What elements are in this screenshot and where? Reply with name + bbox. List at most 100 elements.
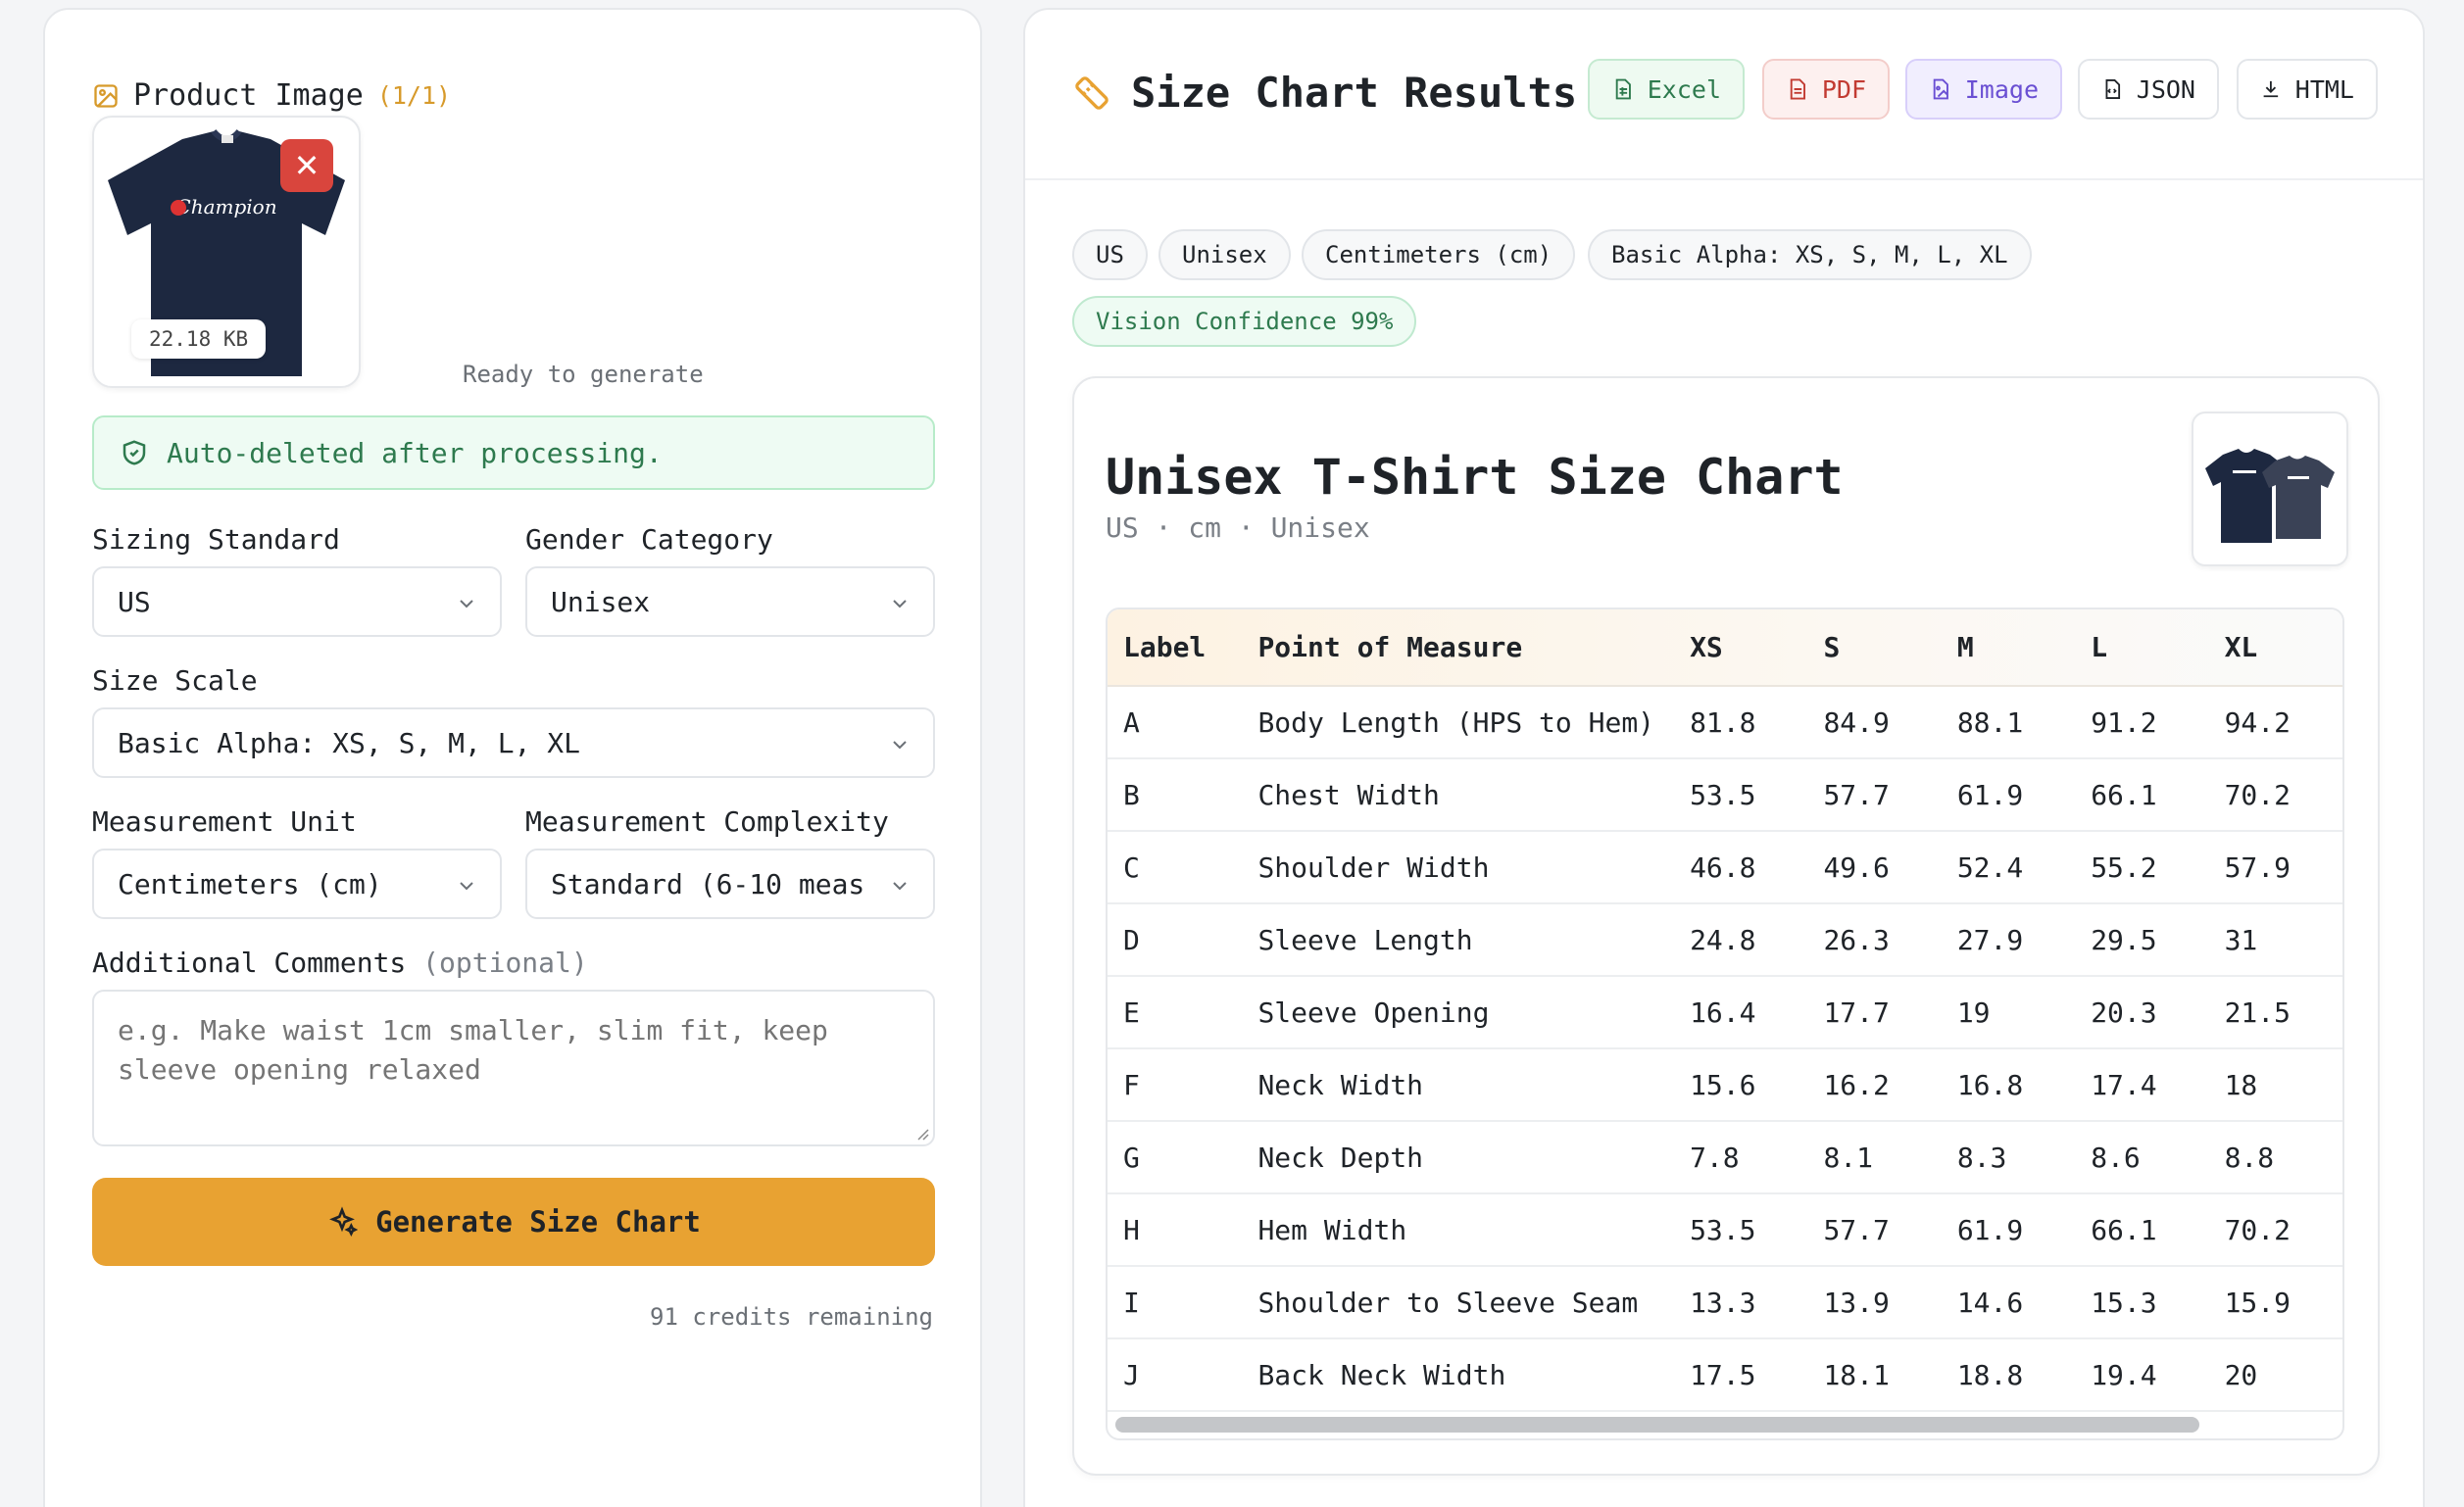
results-header: Size Chart Results Excel PDF Image JSON … (1025, 10, 2423, 180)
remove-image-button[interactable]: ✕ (280, 139, 333, 192)
cell-measurement: 13.9 (1807, 1266, 1942, 1339)
cell-measurement: 8.1 (1807, 1121, 1942, 1194)
cell-point-of-measure: Hem Width (1242, 1193, 1675, 1267)
size-chart-table-container[interactable]: Label Point of Measure XS S M L XL A Body… (1106, 608, 2344, 1440)
cell-measurement: 15.3 (2075, 1266, 2209, 1339)
header-size-xs: XS (1674, 609, 1808, 687)
cell-label: I (1108, 1266, 1243, 1339)
chevron-down-icon (893, 600, 907, 608)
cell-label: F (1108, 1048, 1243, 1122)
resize-handle-icon[interactable] (915, 1127, 929, 1141)
export-excel-button[interactable]: Excel (1588, 59, 1745, 120)
cell-measurement: 16.2 (1807, 1048, 1942, 1122)
export-pdf-label: PDF (1821, 74, 1866, 104)
cell-measurement: 70.2 (2208, 1193, 2342, 1267)
tshirts-image (2205, 449, 2335, 543)
export-image-label: Image (1964, 74, 2039, 104)
table-row: D Sleeve Length 24.8 26.3 27.9 29.5 31 (1108, 903, 2342, 977)
cell-measurement: 8.6 (2075, 1121, 2209, 1194)
cell-measurement: 24.8 (1674, 903, 1808, 977)
chevron-down-icon (893, 882, 907, 891)
generator-panel: Product Image (1/1) Champion 22.18 KB ✕ … (43, 8, 982, 1507)
cell-measurement: 81.8 (1674, 686, 1808, 759)
cell-measurement: 84.9 (1807, 686, 1942, 759)
export-image-button[interactable]: Image (1905, 59, 2062, 120)
gender-category-select[interactable]: Unisex (525, 566, 935, 637)
horizontal-scrollbar[interactable] (1115, 1417, 2199, 1433)
cell-measurement: 8.3 (1941, 1121, 2076, 1194)
cell-measurement: 7.8 (1674, 1121, 1808, 1194)
cell-measurement: 17.5 (1674, 1338, 1808, 1412)
cell-label: D (1108, 903, 1243, 977)
cell-point-of-measure: Neck Depth (1242, 1121, 1675, 1194)
product-thumbnail[interactable]: Champion 22.18 KB (92, 116, 361, 388)
chip-unit: Centimeters (cm) (1302, 229, 1576, 280)
cell-point-of-measure: Sleeve Length (1242, 903, 1675, 977)
cell-measurement: 13.3 (1674, 1266, 1808, 1339)
chart-product-thumbnail (2192, 412, 2348, 566)
header-size-m: M (1941, 609, 2076, 687)
cell-label: C (1108, 831, 1243, 904)
chevron-down-icon (460, 600, 473, 608)
cell-measurement: 8.8 (2208, 1121, 2342, 1194)
cell-measurement: 19.4 (2075, 1338, 2209, 1412)
cell-measurement: 21.5 (2208, 976, 2342, 1049)
export-html-button[interactable]: HTML (2237, 59, 2378, 120)
svg-text:Champion: Champion (175, 195, 276, 219)
cell-measurement: 57.9 (2208, 831, 2342, 904)
cell-measurement: 91.2 (2075, 686, 2209, 759)
measurement-unit-label: Measurement Unit (92, 805, 357, 838)
cell-measurement: 53.5 (1674, 758, 1808, 832)
chevron-down-icon (893, 741, 907, 750)
additional-comments-label-text: Additional Comments (92, 947, 407, 979)
export-json-button[interactable]: JSON (2078, 59, 2219, 120)
gender-category-label: Gender Category (525, 523, 773, 556)
cell-measurement: 17.7 (1807, 976, 1942, 1049)
results-panel: Size Chart Results Excel PDF Image JSON … (1023, 8, 2425, 1507)
measurement-complexity-select[interactable]: Standard (6-10 meas (525, 849, 935, 919)
status-text: Ready to generate (463, 361, 704, 388)
chip-gender: Unisex (1158, 229, 1291, 280)
file-size-badge: 22.18 KB (131, 319, 267, 359)
cell-measurement: 29.5 (2075, 903, 2209, 977)
measurement-complexity-label: Measurement Complexity (525, 805, 889, 838)
additional-comments-input[interactable] (92, 990, 935, 1146)
export-pdf-button[interactable]: PDF (1762, 59, 1890, 120)
header-size-l: L (2075, 609, 2209, 687)
size-chart-table: Label Point of Measure XS S M L XL A Body… (1108, 609, 2342, 1412)
cell-measurement: 26.3 (1807, 903, 1942, 977)
table-row: I Shoulder to Sleeve Seam 13.3 13.9 14.6 15.3… (1108, 1266, 2342, 1339)
credits-remaining: 91 credits remaining (650, 1303, 933, 1331)
table-row: J Back Neck Width 17.5 18.1 18.8 19.4 20 (1108, 1338, 2342, 1412)
cell-measurement: 70.2 (2208, 758, 2342, 832)
generate-size-chart-button[interactable]: Generate Size Chart (92, 1178, 935, 1266)
cell-measurement: 19 (1941, 976, 2076, 1049)
cell-measurement: 27.9 (1941, 903, 2076, 977)
cell-measurement: 66.1 (2075, 758, 2209, 832)
gender-category-value: Unisex (551, 585, 651, 618)
spreadsheet-icon (1615, 78, 1631, 100)
header-size-s: S (1807, 609, 1942, 687)
chart-subtitle: US · cm · Unisex (1106, 511, 1370, 544)
vision-confidence-badge: Vision Confidence 99% (1072, 296, 1417, 347)
image-icon (94, 83, 118, 108)
cell-measurement: 20.3 (2075, 976, 2209, 1049)
chevron-down-icon (460, 882, 473, 891)
chip-standard: US (1072, 229, 1148, 280)
sizing-standard-select[interactable]: US (92, 566, 502, 637)
cell-measurement: 46.8 (1674, 831, 1808, 904)
privacy-notice-text: Auto-deleted after processing. (167, 436, 663, 469)
results-title: Size Chart Results (1131, 69, 1578, 117)
cell-measurement: 57.7 (1807, 1193, 1942, 1267)
table-row: H Hem Width 53.5 57.7 61.9 66.1 70.2 (1108, 1193, 2342, 1267)
measurement-unit-select[interactable]: Centimeters (cm) (92, 849, 502, 919)
cell-measurement: 15.6 (1674, 1048, 1808, 1122)
table-row: G Neck Depth 7.8 8.1 8.3 8.6 8.8 (1108, 1121, 2342, 1194)
cell-label: B (1108, 758, 1243, 832)
cell-point-of-measure: Neck Width (1242, 1048, 1675, 1122)
sparkles-icon (329, 1206, 359, 1237)
header-label: Label (1108, 609, 1243, 687)
size-scale-select[interactable]: Basic Alpha: XS, S, M, L, XL (92, 707, 935, 778)
image-file-icon (1933, 78, 1948, 100)
chart-title: Unisex T-Shirt Size Chart (1106, 449, 1844, 506)
